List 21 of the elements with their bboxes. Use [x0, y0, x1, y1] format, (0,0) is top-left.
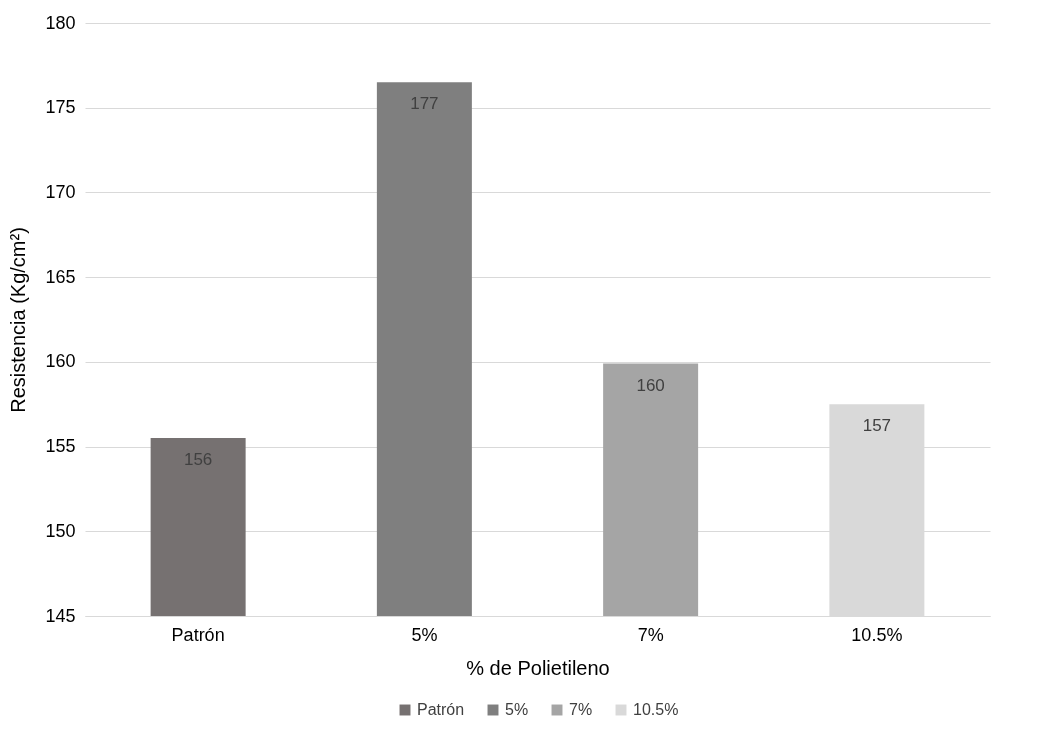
y-tick-label: 170 — [45, 181, 76, 202]
legend-label: 10.5% — [633, 701, 679, 718]
y-tick-label: 145 — [45, 605, 76, 626]
legend-label: 7% — [569, 701, 593, 718]
y-tick-label: 180 — [45, 12, 76, 33]
x-tick-label: 5% — [411, 624, 438, 645]
x-tick-label: Patrón — [171, 624, 225, 645]
x-tick-label: 10.5% — [851, 624, 903, 645]
y-tick-label: 155 — [45, 436, 76, 457]
y-tick-label: 165 — [45, 266, 76, 287]
legend-label: Patrón — [417, 701, 465, 718]
y-tick-label: 150 — [45, 520, 76, 541]
y-axis-title: Resistencia (Kg/cm²) — [7, 227, 30, 413]
y-tick-label: 175 — [45, 97, 76, 118]
text: 160 — [636, 375, 665, 395]
text: 157 — [862, 416, 892, 436]
text: 177 — [410, 94, 439, 114]
legend-label: 5% — [505, 701, 529, 718]
y-tick-label: 160 — [45, 351, 76, 372]
x-axis-title: % de Polietileno — [466, 656, 610, 679]
x-tick-label: 7% — [637, 624, 664, 645]
